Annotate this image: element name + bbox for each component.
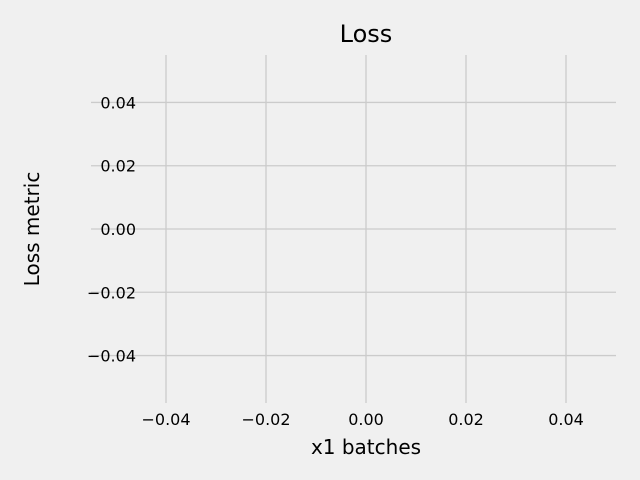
chart-title: Loss [340, 20, 393, 48]
y-tick-labels: −0.04 −0.02 0.00 0.02 0.04 [87, 93, 136, 365]
x-tick-labels: −0.04 −0.02 0.00 0.02 0.04 [141, 410, 583, 429]
x-tick-label: −0.02 [241, 410, 290, 429]
y-axis-label: Loss metric [20, 172, 44, 287]
y-tick-label: 0.04 [100, 93, 136, 112]
x-tick-label: −0.04 [141, 410, 190, 429]
y-tick-label: 0.02 [100, 157, 136, 176]
y-tick-label: 0.00 [100, 220, 136, 239]
y-tick-label: −0.02 [87, 283, 136, 302]
x-axis-label: x1 batches [311, 435, 421, 459]
y-gridlines [91, 101, 616, 357]
x-tick-label: 0.00 [348, 410, 384, 429]
y-tick-label: −0.04 [87, 347, 136, 366]
x-tick-label: 0.02 [448, 410, 484, 429]
x-tick-label: 0.04 [548, 410, 584, 429]
